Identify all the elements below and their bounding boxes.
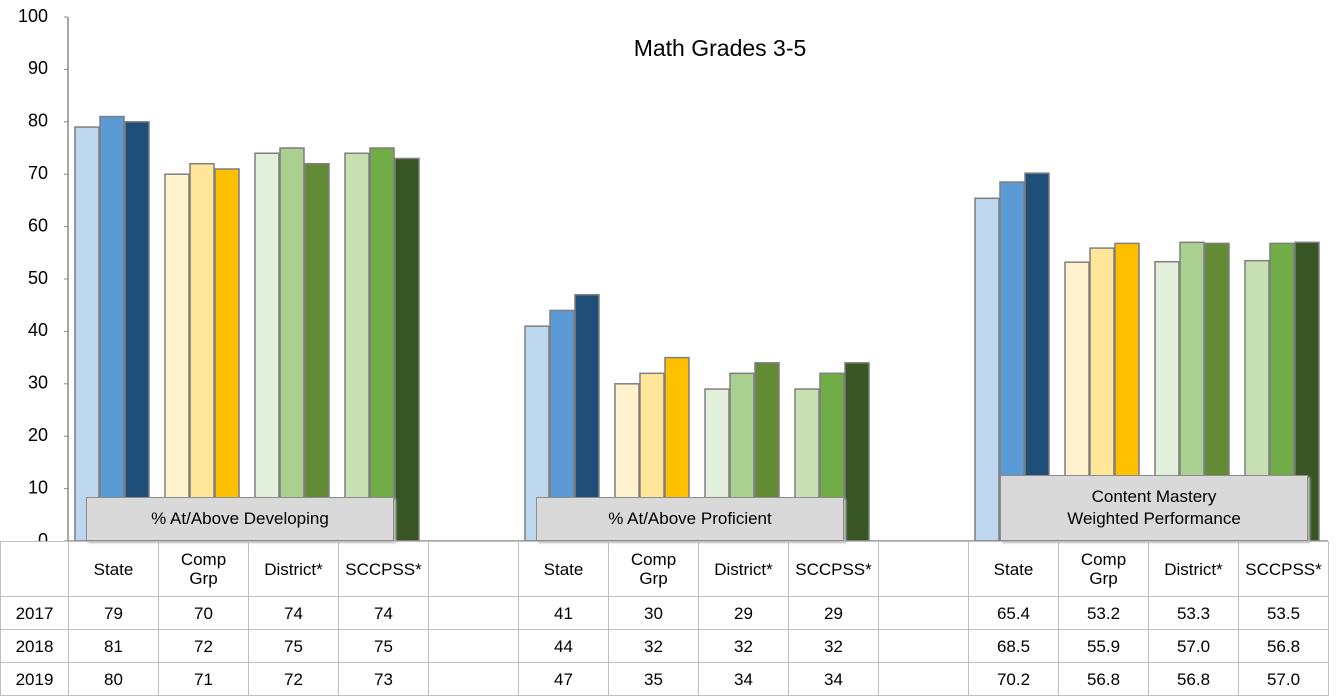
table-cell: 74 (248, 596, 339, 630)
column-header: SCCPSS* (788, 541, 879, 597)
column-header: State (518, 541, 609, 597)
table-header-row: State Comp Grp District* SCCPSS* State Comp G… (0, 541, 1329, 597)
y-tick-label: 50 (28, 268, 48, 288)
table-cell: 34 (698, 662, 789, 696)
table-cell: 70.2 (968, 662, 1059, 696)
y-tick-label: 30 (28, 373, 48, 393)
y-tick-label: 100 (18, 6, 48, 26)
y-tick-label: 10 (28, 477, 48, 497)
bar (844, 362, 870, 541)
table-spacer (428, 541, 519, 597)
table-cell: 41 (518, 596, 609, 630)
table-cell: 70 (158, 596, 249, 630)
bar (394, 157, 420, 541)
table-cell: 71 (158, 662, 249, 696)
table-cell: 68.5 (968, 629, 1059, 663)
bar (124, 121, 150, 541)
table-cell: 75 (338, 629, 429, 663)
bar (99, 115, 125, 541)
group-label: Content Mastery Weighted Performance (1000, 475, 1308, 541)
bar (164, 173, 190, 541)
table-row: 2017 79 70 74 74 41 30 29 29 65.4 53.2 53.3 53.5 (0, 596, 1329, 630)
table-cell: 55.9 (1058, 629, 1149, 663)
column-header: SCCPSS* (338, 541, 429, 597)
bar (344, 152, 370, 541)
y-tick-label: 90 (28, 58, 48, 78)
bar (974, 197, 1000, 541)
data-table: State Comp Grp District* SCCPSS* State Comp G… (0, 541, 1329, 696)
bar (214, 168, 240, 541)
table-spacer (878, 541, 969, 597)
table-spacer (878, 662, 969, 696)
table-cell: 74 (338, 596, 429, 630)
table-cell: 56.8 (1238, 629, 1329, 663)
column-header: Comp Grp (608, 541, 699, 597)
table-cell: 35 (608, 662, 699, 696)
table-cell: 32 (608, 629, 699, 663)
table-cell: 79 (68, 596, 159, 630)
table-cell: 53.2 (1058, 596, 1149, 630)
y-tick-label: 60 (28, 215, 48, 235)
table-row: 2019 80 71 72 73 47 35 34 34 70.2 56.8 56.8 57.0 (0, 662, 1329, 696)
table-cell: 47 (518, 662, 609, 696)
group-label: % At/Above Developing (86, 497, 394, 541)
table-cell: 57.0 (1238, 662, 1329, 696)
table-cell: 29 (698, 596, 789, 630)
row-header: 2018 (0, 629, 69, 663)
table-cell: 72 (158, 629, 249, 663)
column-header: Comp Grp (1058, 541, 1149, 597)
table-cell: 75 (248, 629, 339, 663)
table-corner (0, 541, 69, 597)
bar (279, 147, 305, 541)
row-header: 2017 (0, 596, 69, 630)
column-header: State (968, 541, 1059, 597)
table-cell: 44 (518, 629, 609, 663)
table-cell: 73 (338, 662, 429, 696)
table-cell: 53.3 (1148, 596, 1239, 630)
table-spacer (878, 596, 969, 630)
table-spacer (428, 629, 519, 663)
column-header: Comp Grp (158, 541, 249, 597)
column-header: District* (1148, 541, 1239, 597)
table-cell: 81 (68, 629, 159, 663)
column-header: District* (698, 541, 789, 597)
group-label: % At/Above Proficient (536, 497, 844, 541)
table-cell: 65.4 (968, 596, 1059, 630)
column-header: District* (248, 541, 339, 597)
y-tick-label: 20 (28, 425, 48, 445)
bar (189, 162, 215, 541)
table-cell: 72 (248, 662, 339, 696)
bar (304, 162, 330, 541)
column-header: State (68, 541, 159, 597)
table-cell: 34 (788, 662, 879, 696)
table-cell: 56.8 (1148, 662, 1239, 696)
table-cell: 30 (608, 596, 699, 630)
y-tick-label: 40 (28, 320, 48, 340)
row-header: 2019 (0, 662, 69, 696)
table-cell: 32 (788, 629, 879, 663)
table-cell: 56.8 (1058, 662, 1149, 696)
chart-title: Math Grades 3-5 (634, 35, 807, 61)
table-cell: 80 (68, 662, 159, 696)
table-spacer (428, 596, 519, 630)
y-tick-label: 80 (28, 111, 48, 131)
bar (369, 147, 395, 541)
bar (74, 126, 100, 541)
table-spacer (878, 629, 969, 663)
y-tick-label: 0 (38, 530, 48, 541)
column-header: SCCPSS* (1238, 541, 1329, 597)
chart-plot: Math Grades 3-5 0 10 20 30 40 50 60 70 80 90 100 (18, 6, 1328, 541)
table-cell: 53.5 (1238, 596, 1329, 630)
table-spacer (428, 662, 519, 696)
table-row: 2018 81 72 75 75 44 32 32 32 68.5 55.9 57.0 56.8 (0, 629, 1329, 663)
bar (254, 152, 280, 541)
table-cell: 29 (788, 596, 879, 630)
table-cell: 32 (698, 629, 789, 663)
y-tick-label: 70 (28, 163, 48, 183)
table-cell: 57.0 (1148, 629, 1239, 663)
